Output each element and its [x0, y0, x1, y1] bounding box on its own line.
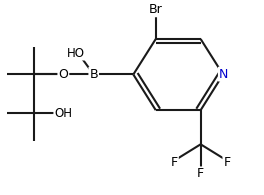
Text: F: F [197, 168, 204, 180]
Text: HO: HO [67, 47, 85, 59]
Text: F: F [224, 156, 230, 169]
Text: F: F [171, 156, 178, 169]
Text: OH: OH [54, 107, 72, 120]
Text: N: N [219, 68, 228, 81]
Text: B: B [89, 68, 98, 81]
Text: Br: Br [149, 3, 163, 16]
Text: O: O [58, 68, 68, 81]
